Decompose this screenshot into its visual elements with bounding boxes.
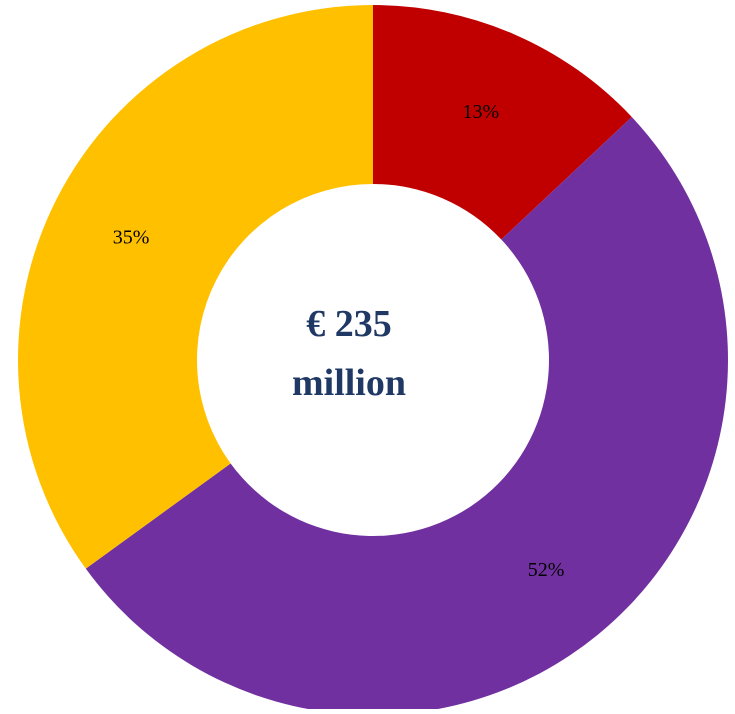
center-value-text: € 235 (306, 303, 392, 345)
donut-slice-0 (373, 5, 632, 240)
slice-label-0: 13% (462, 101, 499, 123)
slices-layer (18, 5, 728, 714)
slice-labels-layer: 13% 52% 35% (113, 101, 565, 581)
donut-slice-2 (18, 5, 373, 569)
slice-label-1: 52% (528, 559, 565, 581)
center-label: € 235 million (292, 303, 406, 404)
center-unit-text: million (292, 362, 406, 404)
slice-label-2: 35% (113, 227, 150, 249)
donut-slice-1 (85, 116, 728, 714)
